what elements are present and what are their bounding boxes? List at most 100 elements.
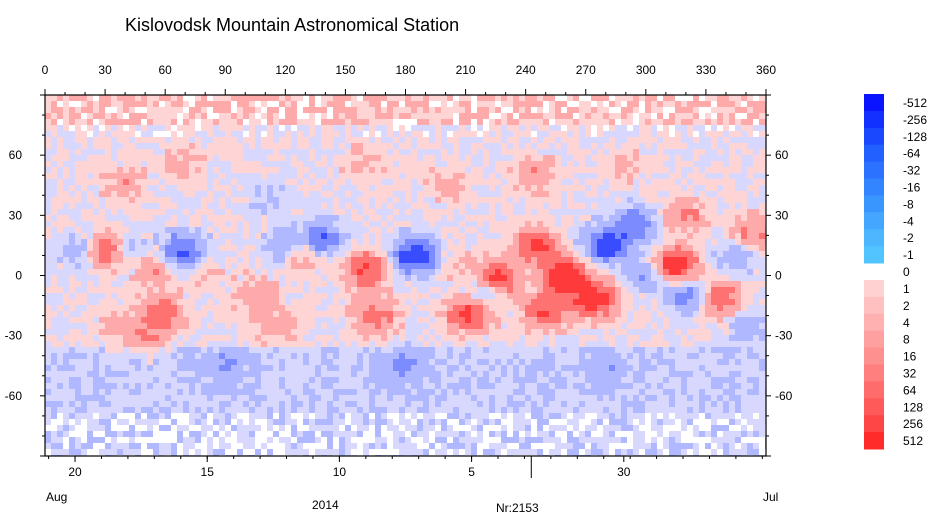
field-cell bbox=[579, 239, 586, 246]
field-cell bbox=[51, 203, 58, 210]
field-cell bbox=[759, 293, 766, 300]
field-cell bbox=[621, 119, 628, 126]
field-cell bbox=[459, 317, 466, 324]
field-cell bbox=[369, 239, 376, 246]
field-cell bbox=[537, 137, 544, 144]
field-cell bbox=[543, 335, 550, 342]
field-cell bbox=[411, 329, 418, 336]
field-cell bbox=[531, 239, 538, 246]
field-cell bbox=[315, 239, 322, 246]
field-cell bbox=[471, 131, 478, 138]
field-cell bbox=[213, 251, 220, 258]
field-cell bbox=[351, 107, 358, 114]
field-cell bbox=[549, 323, 556, 330]
field-cell bbox=[375, 311, 382, 318]
field-cell bbox=[225, 275, 232, 282]
field-cell bbox=[69, 305, 76, 312]
field-cell bbox=[405, 185, 412, 192]
field-cell bbox=[303, 137, 310, 144]
field-cell bbox=[675, 287, 682, 294]
field-cell bbox=[585, 263, 592, 270]
field-cell bbox=[219, 155, 226, 162]
field-cell bbox=[345, 149, 352, 156]
field-cell bbox=[621, 305, 628, 312]
field-cell bbox=[597, 293, 604, 300]
field-cell bbox=[183, 233, 190, 240]
field-cell bbox=[231, 329, 238, 336]
field-cell bbox=[753, 269, 760, 276]
field-cell bbox=[237, 287, 244, 294]
field-cell bbox=[483, 269, 490, 276]
field-cell bbox=[693, 101, 700, 108]
field-cell bbox=[45, 119, 52, 126]
field-cell bbox=[141, 191, 148, 198]
field-cell bbox=[453, 209, 460, 216]
field-cell bbox=[141, 257, 148, 264]
field-cell bbox=[291, 233, 298, 240]
field-cell bbox=[699, 209, 706, 216]
field-cell bbox=[729, 173, 736, 180]
field-cell bbox=[195, 125, 202, 132]
field-cell bbox=[153, 209, 160, 216]
field-cell bbox=[75, 155, 82, 162]
field-cell bbox=[549, 317, 556, 324]
field-cell bbox=[105, 251, 112, 258]
field-cell bbox=[525, 221, 532, 228]
field-cell bbox=[429, 263, 436, 270]
field-cell bbox=[429, 143, 436, 150]
field-cell bbox=[159, 227, 166, 234]
field-cell bbox=[687, 161, 694, 168]
field-cell bbox=[339, 149, 346, 156]
field-cell bbox=[123, 287, 130, 294]
field-cell bbox=[495, 203, 502, 210]
field-cell bbox=[357, 149, 364, 156]
field-cell bbox=[375, 275, 382, 282]
field-cell bbox=[375, 113, 382, 120]
field-cell bbox=[141, 203, 148, 210]
field-cell bbox=[753, 281, 760, 288]
field-cell bbox=[705, 245, 712, 252]
field-cell bbox=[339, 203, 346, 210]
field-cell bbox=[165, 281, 172, 288]
field-cell bbox=[435, 281, 442, 288]
field-cell bbox=[165, 329, 172, 336]
field-cell bbox=[429, 137, 436, 144]
field-cell bbox=[129, 125, 136, 132]
field-cell bbox=[153, 149, 160, 156]
field-cell bbox=[219, 275, 226, 282]
field-cell bbox=[201, 335, 208, 342]
field-cell bbox=[525, 275, 532, 282]
field-cell bbox=[567, 245, 574, 252]
field-cell bbox=[135, 281, 142, 288]
field-cell bbox=[129, 143, 136, 150]
field-cell bbox=[555, 299, 562, 306]
field-cell bbox=[537, 245, 544, 252]
field-cell bbox=[297, 119, 304, 126]
field-cell bbox=[63, 203, 70, 210]
field-cell bbox=[183, 155, 190, 162]
field-cell bbox=[351, 203, 358, 210]
field-cell bbox=[453, 203, 460, 210]
field-cell bbox=[201, 173, 208, 180]
field-cell bbox=[393, 251, 400, 258]
field-cell bbox=[363, 269, 370, 276]
field-cell bbox=[147, 191, 154, 198]
field-cell bbox=[729, 179, 736, 186]
field-cell bbox=[609, 329, 616, 336]
field-cell bbox=[633, 137, 640, 144]
field-cell bbox=[495, 155, 502, 162]
field-cell bbox=[321, 323, 328, 330]
field-cell bbox=[279, 161, 286, 168]
field-cell bbox=[513, 263, 520, 270]
field-cell bbox=[453, 239, 460, 246]
field-cell bbox=[567, 215, 574, 222]
field-cell bbox=[621, 125, 628, 132]
field-cell bbox=[675, 113, 682, 120]
field-cell bbox=[351, 167, 358, 174]
field-cell bbox=[459, 137, 466, 144]
field-cell bbox=[261, 161, 268, 168]
field-cell bbox=[69, 281, 76, 288]
field-cell bbox=[657, 179, 664, 186]
field-cell bbox=[381, 233, 388, 240]
field-cell bbox=[747, 149, 754, 156]
